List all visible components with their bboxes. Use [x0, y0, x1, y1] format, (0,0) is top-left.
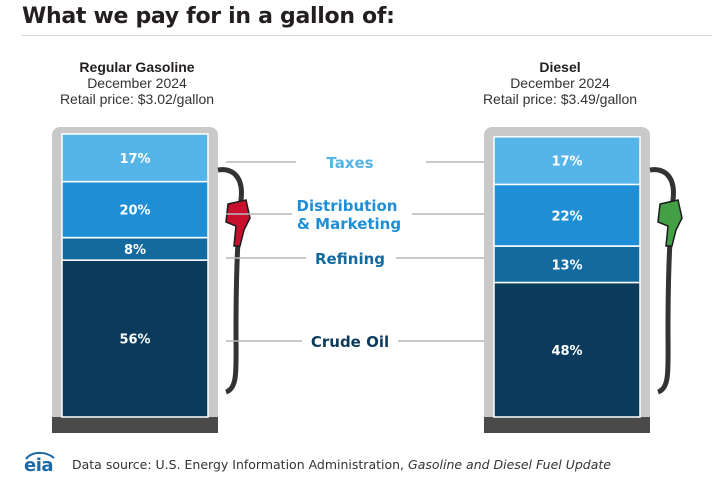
data-source: Data source: U.S. Energy Information Adm…: [72, 457, 611, 472]
gasoline-price: Retail price: $3.02/gallon: [59, 91, 215, 107]
gasoline-hose: [217, 167, 244, 395]
bar-segment: [61, 259, 209, 418]
title-divider: [22, 35, 712, 36]
bar-data-label: 13%: [551, 258, 582, 273]
bar-data-label: 17%: [119, 152, 150, 167]
bar-segment: [493, 281, 641, 418]
bar-data-label: 22%: [551, 209, 582, 224]
label-crude-oil: Crude Oil: [311, 333, 389, 351]
bar-segment: [61, 180, 209, 239]
diesel-header: Diesel December 2024 Retail price: $3.49…: [460, 59, 660, 107]
diesel-price: Retail price: $3.49/gallon: [482, 91, 638, 107]
gasoline-header: Regular Gasoline December 2024 Retail pr…: [32, 59, 242, 107]
bar-data-label: 17%: [551, 155, 582, 170]
bar-data-label: 56%: [119, 333, 150, 348]
source-prefix: Data source: U.S. Energy Information Adm…: [72, 456, 405, 472]
gasoline-nozzle-icon: [225, 199, 251, 247]
label-refining: Refining: [315, 250, 385, 268]
gasoline-name: Regular Gasoline: [79, 59, 195, 75]
diesel-pump-base: [484, 417, 650, 433]
diesel-name: Diesel: [539, 59, 581, 75]
eia-logo-text: eia: [24, 455, 54, 476]
bar-segment: [493, 136, 641, 186]
footer: eia Data source: U.S. Energy Information…: [22, 450, 702, 478]
bar-data-label: 48%: [551, 344, 582, 359]
source-title: Gasoline and Diesel Fuel Update: [408, 456, 611, 472]
label-distribution-1: Distribution: [297, 197, 398, 215]
label-distribution-2: & Marketing: [297, 215, 401, 233]
diesel-hose: [649, 167, 676, 395]
bar-data-label: 20%: [119, 204, 150, 219]
bar-segment: [493, 183, 641, 247]
eia-logo: eia: [22, 450, 60, 478]
bar-segment: [61, 133, 209, 183]
label-taxes: Taxes: [326, 154, 373, 172]
stacked-bar-chart: 56% 8% 20% 17% 48% 13% 22% 17% Taxes Distributi…: [52, 127, 683, 433]
leader-lines: [226, 161, 484, 342]
bar-segment: [493, 245, 641, 284]
bar-data-label: 8%: [124, 243, 146, 258]
diesel-period: December 2024: [510, 75, 610, 91]
diesel-nozzle-icon: [657, 199, 683, 247]
page-title: What we pay for in a gallon of:: [22, 4, 395, 29]
gasoline-pump-base: [52, 417, 218, 433]
gasoline-period: December 2024: [87, 75, 187, 91]
